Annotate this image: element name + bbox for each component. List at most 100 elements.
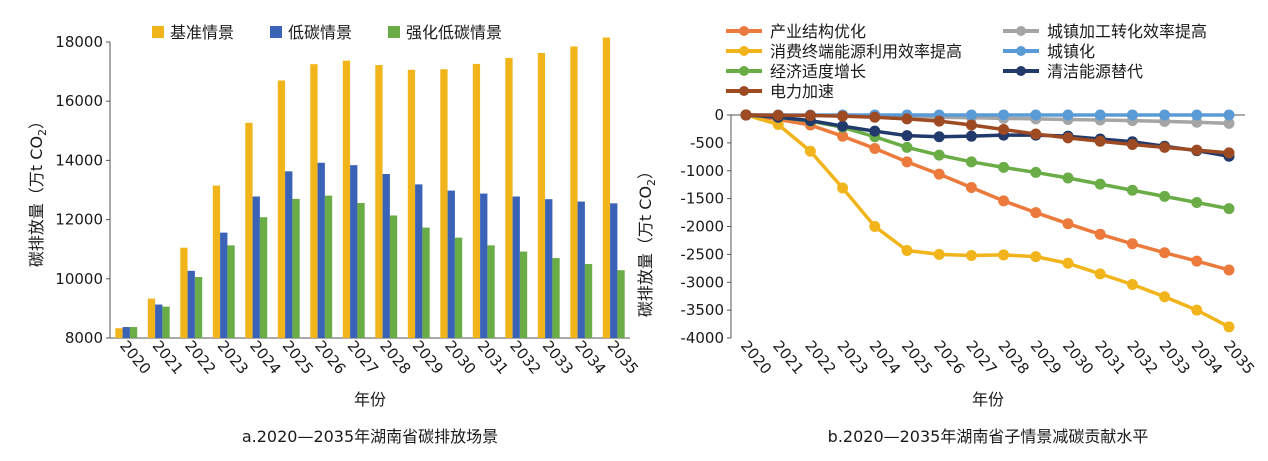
a-bar-0 — [505, 57, 513, 338]
b-series-line-6 — [745, 113, 1230, 155]
a-bar-2 — [389, 215, 398, 338]
b-point-4 — [933, 149, 945, 161]
b-point-0 — [1094, 228, 1106, 240]
b-point-2 — [837, 182, 849, 194]
b-point-5 — [965, 130, 977, 142]
b-point-2 — [901, 244, 913, 256]
b-point-5 — [837, 120, 849, 132]
b-point-4 — [1223, 203, 1235, 215]
b-point-3 — [1191, 109, 1203, 121]
a-xtick-label: 2025 — [279, 337, 317, 378]
b-point-0 — [1159, 247, 1171, 259]
chart-a-ylabel-main: 碳排放量（万t CO — [27, 136, 46, 267]
b-point-5 — [901, 130, 913, 142]
b-point-6 — [1094, 135, 1106, 147]
b-point-3 — [1126, 109, 1138, 121]
b-point-4 — [1030, 166, 1042, 178]
b-point-2 — [1159, 291, 1171, 303]
legend-b-marker-3 — [1016, 46, 1026, 56]
a-bar-2 — [422, 227, 430, 338]
b-point-6 — [1062, 132, 1074, 144]
a-bar-1 — [415, 184, 423, 338]
legend-b-label-5: 清洁能源替代 — [1047, 62, 1143, 81]
a-xtick-label: 2027 — [344, 337, 382, 378]
legend-b-marker-0 — [739, 26, 749, 36]
chart-a-ylabel-sub: 2 — [36, 129, 49, 136]
a-bar-0 — [440, 69, 448, 339]
b-xtick-label: 2021 — [769, 337, 807, 378]
a-bar-1 — [317, 162, 325, 338]
b-point-6 — [1126, 139, 1138, 151]
b-point-6 — [965, 119, 977, 131]
legend-a-swatch-2 — [388, 26, 400, 38]
b-point-0 — [1062, 218, 1074, 230]
b-point-3 — [1030, 109, 1042, 121]
a-bar-0 — [407, 69, 416, 338]
a-xtick-label: 2028 — [376, 337, 414, 378]
a-bar-1 — [577, 201, 585, 338]
chart-b-legend: 产业结构优化 城镇加工转化效率提高 消费终端能源利用效率提高 城镇化 经济适度增… — [726, 22, 1207, 101]
a-bar-1 — [610, 203, 618, 338]
legend-b-label-2: 消费终端能源利用效率提高 — [770, 42, 962, 61]
b-point-4 — [1094, 178, 1106, 190]
a-bar-1 — [545, 199, 553, 338]
b-point-6 — [998, 123, 1010, 135]
b-point-0 — [869, 142, 881, 154]
b-xtick-label: 2023 — [834, 337, 872, 378]
a-xtick-label: 2031 — [474, 337, 512, 378]
a-bar-1 — [480, 193, 488, 338]
chart-a-bars — [115, 37, 625, 339]
b-point-0 — [1223, 264, 1235, 276]
a-bar-1 — [220, 232, 228, 338]
legend-a-label-0: 基准情景 — [170, 23, 234, 42]
b-point-6 — [901, 113, 913, 125]
b-point-0 — [998, 195, 1010, 207]
a-bar-0 — [472, 63, 481, 339]
b-xtick-label: 2025 — [898, 337, 936, 378]
b-point-6 — [869, 111, 881, 123]
b-xtick-label: 2026 — [930, 337, 968, 378]
a-xtick-label: 2026 — [311, 337, 349, 378]
chart-a-y-axis-title: 碳排放量（万t CO2） — [27, 113, 49, 267]
b-xtick-label: 2022 — [801, 337, 839, 378]
a-bar-2 — [617, 270, 625, 338]
b-xtick-label: 2028 — [995, 337, 1033, 378]
b-point-6 — [837, 110, 849, 122]
a-bar-2 — [324, 195, 333, 338]
b-ytick-label: -2500 — [680, 245, 724, 263]
b-ytick-label: -2000 — [680, 218, 724, 236]
a-bar-2 — [162, 306, 170, 338]
chart-a-legend: 基准情景 低碳情景 强化低碳情景 — [152, 23, 502, 42]
b-xtick-label: 2034 — [1188, 337, 1226, 378]
b-ytick-label: -4000 — [680, 329, 724, 347]
b-point-4 — [965, 156, 977, 168]
a-bar-0 — [342, 60, 351, 338]
b-ytick-label: 0 — [714, 106, 724, 124]
b-point-1 — [1223, 117, 1235, 129]
a-ytick-label: 10000 — [55, 270, 103, 288]
chart-a-x-axis-title: 年份 — [354, 390, 386, 409]
b-point-2 — [1062, 257, 1074, 269]
a-bar-2 — [487, 245, 495, 338]
a-xtick-label: 2021 — [149, 337, 187, 378]
b-xtick-label: 2033 — [1156, 337, 1194, 378]
b-point-0 — [901, 156, 913, 168]
b-point-2 — [1094, 268, 1106, 280]
a-ytick-label: 18000 — [55, 33, 103, 51]
b-xtick-label: 2030 — [1059, 337, 1097, 378]
b-point-3 — [965, 109, 977, 121]
b-point-0 — [1126, 238, 1138, 250]
b-point-4 — [998, 161, 1010, 173]
b-xtick-label: 2029 — [1027, 337, 1065, 378]
chart-a-caption: a.2020—2035年湖南省碳排放场景 — [242, 427, 498, 446]
b-ytick-label: -1000 — [680, 162, 724, 180]
legend-b-label-1: 城镇加工转化效率提高 — [1047, 22, 1207, 41]
b-point-5 — [869, 125, 881, 137]
chart-a-ylabel-end: ） — [27, 113, 46, 129]
chart-b-caption: b.2020—2035年湖南省子情景减碳贡献水平 — [828, 427, 1149, 446]
chart-b-x-ticks: 2020202120222023202420252026202720282029… — [737, 337, 1258, 378]
b-point-2 — [998, 249, 1010, 261]
a-bar-0 — [245, 122, 253, 338]
b-point-2 — [1223, 321, 1235, 333]
